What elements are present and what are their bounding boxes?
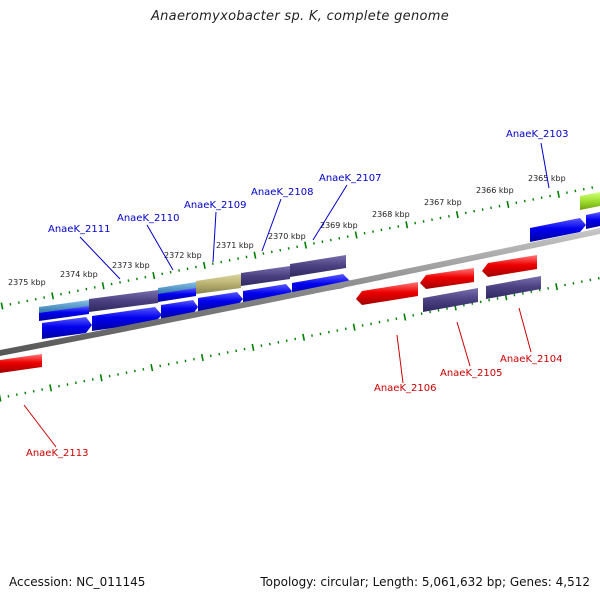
major-tick xyxy=(506,200,510,209)
gene-arrow-anaek-2106[interactable] xyxy=(356,282,418,305)
major-tick xyxy=(354,231,358,239)
gene-labels: AnaeK_2103 AnaeK_2104 AnaeK_2105 AnaeK_2… xyxy=(26,129,568,459)
major-tick xyxy=(200,353,204,362)
gene-arrow-anaek-2105[interactable] xyxy=(423,288,478,312)
gene-label[interactable]: AnaeK_2105 xyxy=(440,368,502,379)
gene-arrow[interactable] xyxy=(482,255,537,277)
upper-tick-track xyxy=(0,186,594,310)
gene-label[interactable]: AnaeK_2108 xyxy=(251,187,313,198)
gene-arrow[interactable] xyxy=(420,268,474,289)
feature-block[interactable] xyxy=(290,255,346,277)
gene-label[interactable]: AnaeK_2104 xyxy=(500,354,562,365)
feature-block[interactable] xyxy=(241,266,290,286)
kbp-label: 2374 kbp xyxy=(60,270,98,279)
feature-block[interactable] xyxy=(580,192,600,210)
major-tick xyxy=(302,333,306,341)
major-tick xyxy=(403,313,407,321)
major-tick xyxy=(555,283,559,291)
kbp-label: 2366 kbp xyxy=(476,186,514,195)
gene-arrow-anaek-2113[interactable] xyxy=(0,354,42,373)
gene-arrow[interactable] xyxy=(586,212,600,229)
kbp-label: 2375 kbp xyxy=(8,278,46,287)
major-tick xyxy=(99,374,103,382)
kbp-label: 2371 kbp xyxy=(216,241,254,250)
gene-arrow-anaek-2103[interactable] xyxy=(530,218,586,242)
major-tick xyxy=(51,292,55,300)
major-tick xyxy=(0,394,2,402)
gene-label[interactable]: AnaeK_2110 xyxy=(117,213,179,224)
feature-block[interactable] xyxy=(196,274,241,294)
kbp-label: 2368 kbp xyxy=(372,210,410,219)
kbp-label: 2372 kbp xyxy=(164,251,202,260)
gene-label[interactable]: AnaeK_2106 xyxy=(374,383,436,394)
genome-backbone xyxy=(0,228,600,356)
gene-arrow-anaek-2104[interactable] xyxy=(486,276,541,299)
kbp-label: 2373 kbp xyxy=(112,261,150,270)
major-tick xyxy=(557,190,560,198)
gene-arrow[interactable] xyxy=(42,317,92,339)
kbp-label: 2370 kbp xyxy=(268,232,306,241)
major-tick xyxy=(253,251,257,259)
map-title: Anaeromyxobacter sp. K, complete genome xyxy=(150,9,450,24)
lower-tick-track xyxy=(0,276,600,402)
feature-block[interactable] xyxy=(89,290,158,312)
feature-bar-upper xyxy=(39,192,600,319)
gene-arrow-anaek-2110[interactable] xyxy=(158,288,196,302)
major-tick xyxy=(152,271,156,280)
gene-label[interactable]: AnaeK_2111 xyxy=(48,224,110,235)
forward-genes xyxy=(39,212,600,339)
gene-arrow[interactable] xyxy=(198,292,243,312)
major-tick xyxy=(251,343,255,351)
accession-text: Accession: NC_011145 xyxy=(9,575,146,589)
kbp-label: 2369 kbp xyxy=(320,221,358,230)
gene-arrow-anaek-2111[interactable] xyxy=(39,306,89,321)
genome-summary-text: Topology: circular; Length: 5,061,632 bp… xyxy=(260,575,590,589)
major-tick xyxy=(49,384,53,392)
gene-label[interactable]: AnaeK_2109 xyxy=(184,200,246,211)
major-tick xyxy=(405,221,409,229)
gene-label[interactable]: AnaeK_2113 xyxy=(26,448,88,459)
gene-arrow[interactable] xyxy=(92,307,162,331)
major-tick xyxy=(202,261,206,269)
major-tick xyxy=(101,282,105,290)
major-tick xyxy=(455,211,459,219)
label-leaders xyxy=(23,142,550,448)
gene-label[interactable]: AnaeK_2103 xyxy=(506,129,568,140)
major-tick xyxy=(352,323,356,331)
reverse-genes xyxy=(0,255,541,373)
major-tick xyxy=(0,302,4,310)
major-tick xyxy=(304,241,308,249)
kbp-label: 2367 kbp xyxy=(424,198,462,207)
gene-label[interactable]: AnaeK_2107 xyxy=(319,173,381,184)
major-tick xyxy=(150,364,154,372)
